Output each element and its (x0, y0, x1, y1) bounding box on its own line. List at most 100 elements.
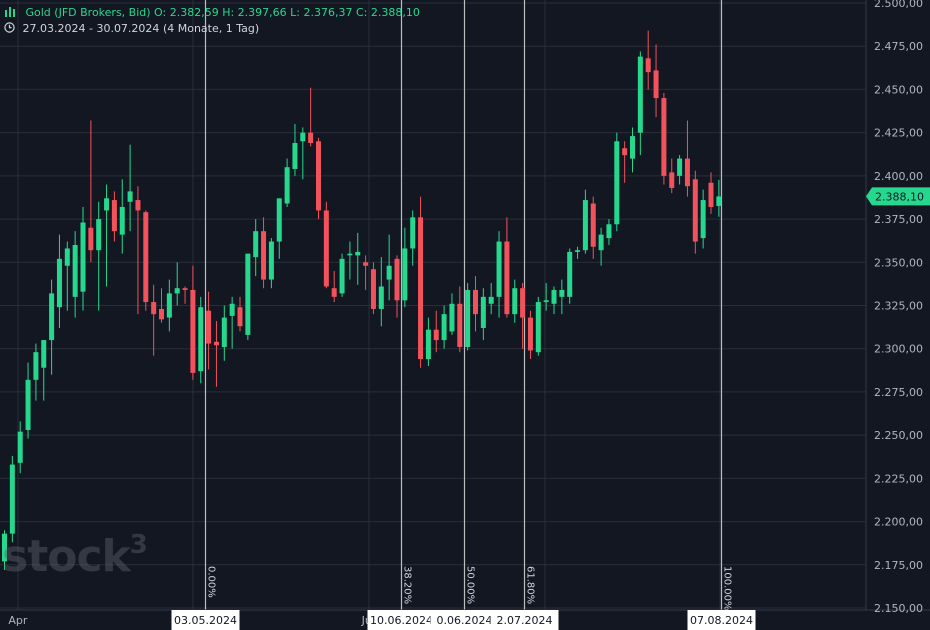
close-value: C: 2.388,10 (356, 6, 420, 19)
candle-body (96, 219, 102, 251)
clock-icon (4, 22, 15, 36)
candle (17, 421, 23, 474)
candle (386, 234, 392, 301)
candlestick-series (2, 30, 722, 570)
date-flag-label: 03.05.2024 (174, 614, 237, 627)
candle (229, 296, 235, 349)
chart-legend-symbol[interactable]: Gold (JFD Brokers, Bid) O: 2.382,59 H: 2… (4, 6, 420, 20)
date-flag-box (430, 610, 499, 630)
candle (622, 141, 628, 183)
candle (159, 288, 164, 323)
fib-level-label: 100.00% (722, 566, 733, 611)
candle-body (245, 253, 251, 335)
candle-body (669, 172, 675, 188)
candle (692, 170, 698, 254)
candle (653, 44, 659, 118)
candle-body (692, 179, 698, 242)
date-flag-box (171, 610, 240, 630)
candle (418, 196, 424, 368)
fib-level-label: 38.20% (402, 566, 413, 604)
candle-body (386, 265, 392, 280)
price-tick-label: 2.325,00 (874, 300, 923, 313)
candle (441, 305, 447, 349)
fib-level-label: 50.00% (465, 566, 476, 604)
candle (268, 238, 274, 289)
candle-body (582, 200, 588, 251)
candle (394, 255, 400, 318)
candle-body (677, 158, 683, 176)
candle-body (535, 302, 541, 353)
candle-body (504, 241, 510, 315)
date-flag: 2.07.2024 (490, 610, 559, 630)
candle-body (488, 296, 494, 304)
price-tick-label: 2.150,00 (874, 602, 923, 615)
candle-body (237, 307, 243, 327)
candle (151, 284, 157, 356)
candle-body (151, 302, 157, 315)
candle (575, 246, 581, 259)
candle (316, 137, 321, 220)
candle (449, 293, 455, 335)
candle-body (441, 314, 447, 341)
candle-body (9, 464, 15, 534)
candle-body (630, 136, 635, 159)
date-flag-label: 2.07.2024 (497, 614, 553, 627)
symbol-name: Gold (JFD Brokers, Bid) (25, 6, 151, 19)
date-flag-box (490, 610, 559, 630)
candle-body (418, 217, 424, 360)
candle (512, 279, 518, 323)
candle (496, 231, 502, 318)
candle-body (527, 317, 533, 351)
price-tick-label: 2.275,00 (874, 386, 923, 399)
candle (614, 132, 620, 232)
date-flag: 03.05.2024 (171, 610, 240, 630)
candle (488, 283, 494, 315)
candle-body (331, 288, 337, 297)
candle (88, 120, 94, 263)
candle (56, 234, 62, 328)
candle-body (645, 58, 651, 73)
candle-body (661, 98, 667, 176)
candle-body (339, 258, 345, 294)
candle (708, 172, 714, 214)
candle (206, 291, 212, 370)
candle (355, 232, 361, 285)
stock3-logo: stock3 (2, 530, 148, 582)
date-flag-box (687, 610, 756, 630)
candle-body (425, 329, 431, 360)
interval-label: (4 Monate, 1 Tag) (162, 22, 260, 35)
candle (41, 340, 47, 401)
candle (637, 51, 643, 156)
candle-body (174, 288, 180, 294)
candle-body (433, 329, 439, 341)
candle-body (72, 245, 78, 297)
date-flag: 0.06.2024 (430, 610, 499, 630)
price-axis[interactable]: 2.500,00 2.475,00 2.450,00 2.425,00 2.400,00… (874, 0, 923, 615)
candle (716, 179, 722, 217)
price-tick-label: 2.450,00 (874, 83, 923, 96)
candle-body (127, 191, 133, 202)
price-tick-label: 2.225,00 (874, 472, 923, 485)
candle-body (575, 250, 581, 252)
price-tick-label: 2.350,00 (874, 256, 923, 269)
price-tick-label: 2.425,00 (874, 127, 923, 140)
time-tick-label: Ju (361, 614, 372, 627)
fibonacci-lines: 0.00% 38.20% 50.00% 61.80% 100.00% (204, 0, 733, 611)
candle-body (276, 198, 282, 242)
candle (339, 253, 345, 297)
candle (527, 310, 533, 360)
candle-body (143, 212, 149, 303)
time-axis[interactable]: Apr Ju 03.05.2024 10.06.2024 0.06.2024 2.07.2… (8, 610, 756, 630)
candle-body (355, 251, 361, 256)
last-price-marker: 2.388,10 (866, 187, 930, 206)
candle-body (33, 352, 39, 380)
candle-body (284, 167, 290, 204)
candle (590, 196, 596, 259)
price-tick-label: 2.250,00 (874, 429, 923, 442)
candle (190, 265, 196, 380)
candle (473, 276, 478, 332)
candle (700, 189, 706, 249)
candle (425, 317, 431, 366)
candle (551, 286, 557, 315)
